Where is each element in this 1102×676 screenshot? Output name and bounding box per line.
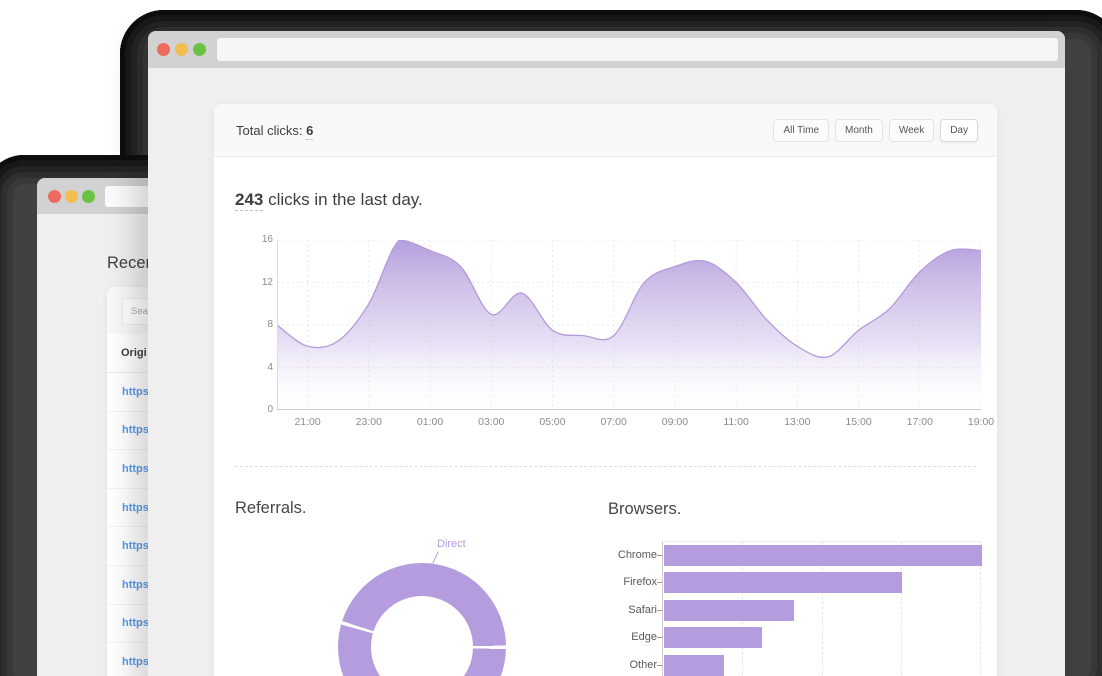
maximize-window-icon[interactable] xyxy=(82,190,95,203)
filter-week[interactable]: Week xyxy=(888,118,935,142)
front-title-bar xyxy=(148,31,1065,68)
browsers-heading: Browsers. xyxy=(608,500,682,518)
bar-axis-tick xyxy=(657,555,662,556)
bar-firefox xyxy=(664,572,903,594)
recent-links-heading: Recen xyxy=(107,254,155,272)
filter-day[interactable]: Day xyxy=(940,118,978,142)
clicks-headline: 243 clicks in the last day. xyxy=(235,190,423,211)
y-axis-tick-label: 0 xyxy=(267,404,273,415)
total-clicks-text: Total clicks: xyxy=(236,122,303,138)
origin-link[interactable]: https: xyxy=(107,643,237,676)
bar-edge xyxy=(664,627,763,649)
minimize-window-icon[interactable] xyxy=(65,190,78,203)
bar-chrome xyxy=(664,545,982,566)
referrals-heading: Referrals. xyxy=(235,499,307,517)
y-axis-tick-label: 8 xyxy=(267,319,273,330)
x-axis-tick-label: 23:00 xyxy=(355,416,382,428)
referrals-donut-chart xyxy=(338,563,506,676)
front-url-bar[interactable] xyxy=(217,38,1058,61)
bar-other xyxy=(664,654,725,676)
bar-label-chrome: Chrome xyxy=(617,549,657,561)
total-clicks-label: Total clicks: 6 xyxy=(236,122,314,140)
y-axis-tick-label: 16 xyxy=(261,234,273,245)
x-axis-tick-label: 07:00 xyxy=(600,416,627,428)
bar-safari xyxy=(664,599,795,621)
filter-month[interactable]: Month xyxy=(835,118,883,142)
x-axis-tick-label: 15:00 xyxy=(845,416,872,428)
donut-slice-label-direct: Direct xyxy=(437,538,466,550)
bar-label-edge: Edge xyxy=(631,631,657,644)
y-axis-tick-label: 12 xyxy=(261,276,273,288)
filter-all-time[interactable]: All Time xyxy=(773,118,830,142)
x-axis-tick-label: 13:00 xyxy=(784,416,811,428)
section-divider xyxy=(235,466,976,467)
x-axis-tick-label: 09:00 xyxy=(661,416,689,428)
clicks-area-chart xyxy=(277,240,981,410)
bar-label-safari: Safari xyxy=(628,603,657,616)
time-range-filters: All Time Month Week Day xyxy=(773,118,978,142)
bar-axis-tick xyxy=(657,637,662,639)
analytics-card: Total clicks: 6 All Time Month Week Day 243… xyxy=(214,104,997,676)
bar-chart-gridline xyxy=(821,542,823,676)
bar-chart-gridline xyxy=(980,542,982,676)
bar-axis-tick xyxy=(657,609,662,611)
bar-axis-tick xyxy=(657,664,662,666)
x-axis-tick-label: 01:00 xyxy=(416,416,444,428)
donut-label-leader-line xyxy=(432,551,439,564)
x-axis-tick-label: 19:00 xyxy=(967,416,995,428)
clicks-count: 243 xyxy=(235,190,264,211)
front-browser-window: Total clicks: 6 All Time Month Week Day 243… xyxy=(148,31,1065,676)
x-axis-tick-label: 21:00 xyxy=(294,416,321,428)
x-axis-tick-label: 11:00 xyxy=(723,416,749,428)
minimize-window-icon[interactable] xyxy=(175,43,188,56)
x-axis-tick-label: 05:00 xyxy=(539,416,566,428)
bar-label-firefox: Firefox xyxy=(623,576,657,589)
close-window-icon[interactable] xyxy=(48,190,61,203)
bar-label-other: Other xyxy=(629,658,657,671)
y-axis-tick-label: 4 xyxy=(267,361,273,373)
close-window-icon[interactable] xyxy=(157,43,170,56)
browsers-bar-chart xyxy=(662,541,982,676)
card-header: Total clicks: 6 All Time Month Week Day xyxy=(214,104,997,157)
maximize-window-icon[interactable] xyxy=(193,43,206,56)
clicks-headline-text: clicks in the last day. xyxy=(263,190,423,209)
x-axis-tick-label: 17:00 xyxy=(906,416,933,428)
bar-axis-tick xyxy=(657,582,662,584)
donut-hole xyxy=(371,596,473,676)
bar-chart-gridline xyxy=(900,542,902,676)
total-clicks-value: 6 xyxy=(306,122,314,140)
x-axis-tick-label: 03:00 xyxy=(478,416,505,428)
